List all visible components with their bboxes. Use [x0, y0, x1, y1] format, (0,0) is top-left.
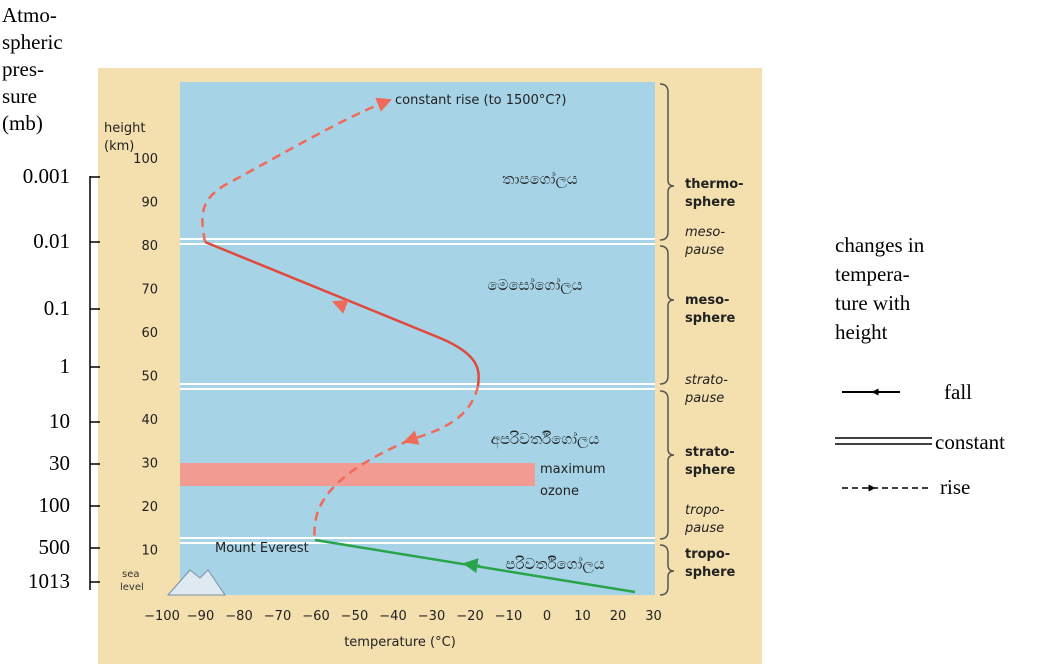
temp-tick-label: −70 [264, 609, 291, 624]
temp-tick-label: −60 [302, 609, 329, 624]
pressure-tick-label: 0.1 [44, 296, 70, 320]
temp-tick-label: 30 [645, 609, 662, 624]
everest-label: Mount Everest [215, 541, 309, 556]
temp-tick-label: 20 [610, 609, 627, 624]
ozone-band [180, 463, 535, 486]
legend-title: height [835, 320, 888, 344]
pressure-tick-label: 1013 [28, 569, 70, 593]
layer-label: meso- [685, 225, 725, 240]
temp-tick-label: 10 [574, 609, 591, 624]
pressure-tick-label: 0.01 [33, 229, 70, 253]
height-tick-label: 60 [141, 326, 158, 341]
pressure-title: sure [2, 84, 37, 108]
layer-name: පරිවර්තීගෝලය [505, 555, 605, 573]
diagram: Atmo-spheric pres-sure (mb) 0.001 0.01 0.1 1 10… [0, 0, 1058, 664]
height-tick-label: 30 [141, 457, 158, 472]
layer-label: sphere [685, 311, 736, 326]
temp-tick-label: −20 [456, 609, 483, 624]
legend-label: rise [940, 475, 970, 499]
height-tick-label: 20 [141, 500, 158, 515]
pressure-tick-label: 30 [49, 451, 70, 475]
legend-label: constant [935, 430, 1005, 454]
temp-tick-label: −30 [418, 609, 445, 624]
layer-label: strato- [685, 445, 735, 460]
layer-name: අපරිවර්තීගෝලය [491, 430, 600, 449]
pressure-tick-label: 500 [39, 535, 71, 559]
sea-level: level [120, 582, 144, 593]
height-tick-label: 50 [141, 370, 158, 385]
ozone-label: ozone [540, 484, 579, 499]
ozone-label: maximum [540, 462, 606, 477]
sky [180, 82, 655, 595]
layer-label: tropo- [685, 503, 725, 518]
layer-label: meso- [685, 293, 729, 308]
legend-title: ture with [835, 291, 911, 315]
legend-title: tempera- [835, 262, 910, 286]
pressure-title: spheric [2, 30, 63, 54]
x-axis-title: temperature (°C) [344, 635, 456, 650]
temp-tick-label: 0 [543, 609, 551, 624]
height-tick-label: 90 [141, 196, 158, 211]
layer-label: thermo- [685, 177, 744, 192]
y-axis-title: (km) [104, 139, 134, 154]
layer-label: sphere [685, 195, 736, 210]
y-axis-title: height [104, 121, 145, 136]
temp-tick-label: −10 [495, 609, 522, 624]
temp-tick-label: −100 [144, 609, 180, 624]
pressure-tick-label: 0.001 [23, 164, 70, 188]
height-tick-label: 80 [141, 239, 158, 254]
pressure-title: pres- [2, 57, 44, 81]
pressure-title: Atmo- [2, 3, 57, 27]
layer-label: pause [684, 521, 724, 536]
layer-label: strato- [685, 373, 728, 388]
height-tick-label: 40 [141, 413, 158, 428]
temp-tick-label: −90 [187, 609, 214, 624]
layer-label: pause [684, 391, 724, 406]
sea-level: sea [122, 569, 140, 580]
layer-label: tropo- [685, 547, 730, 562]
temp-tick-label: −80 [225, 609, 252, 624]
pressure-tick-label: 100 [39, 493, 71, 517]
height-tick-label: 10 [141, 544, 158, 559]
height-tick-label: 70 [141, 283, 158, 298]
legend-title: changes in [835, 233, 925, 257]
pressure-tick-label: 10 [49, 409, 70, 433]
layer-label: sphere [685, 463, 736, 478]
temp-tick-label: −50 [341, 609, 368, 624]
legend-label: fall [944, 380, 972, 404]
top-annotation: constant rise (to 1500°C?) [395, 93, 566, 108]
height-tick-label: 100 [133, 152, 158, 167]
pressure-title: (mb) [2, 111, 43, 135]
temp-tick-label: −40 [379, 609, 406, 624]
layer-label: pause [684, 243, 724, 258]
layer-name: තාපගෝලය [502, 170, 578, 188]
pressure-tick-label: 1 [60, 354, 71, 378]
layer-name: මෙසෝගෝලය [487, 276, 582, 294]
layer-label: sphere [685, 565, 736, 580]
